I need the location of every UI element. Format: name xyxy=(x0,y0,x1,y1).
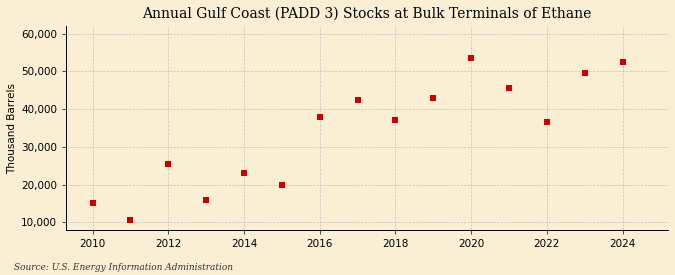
Point xyxy=(277,182,288,187)
Point xyxy=(428,96,439,100)
Title: Annual Gulf Coast (PADD 3) Stocks at Bulk Terminals of Ethane: Annual Gulf Coast (PADD 3) Stocks at Bul… xyxy=(142,7,592,21)
Point xyxy=(617,60,628,64)
Y-axis label: Thousand Barrels: Thousand Barrels xyxy=(7,82,17,174)
Point xyxy=(163,162,173,166)
Point xyxy=(541,120,552,125)
Text: Source: U.S. Energy Information Administration: Source: U.S. Energy Information Administ… xyxy=(14,263,232,272)
Point xyxy=(239,171,250,175)
Point xyxy=(579,71,590,76)
Point xyxy=(87,201,98,206)
Point xyxy=(390,118,401,123)
Point xyxy=(466,56,477,60)
Point xyxy=(504,86,514,91)
Point xyxy=(352,98,363,102)
Point xyxy=(200,197,211,202)
Point xyxy=(125,218,136,222)
Point xyxy=(315,114,325,119)
